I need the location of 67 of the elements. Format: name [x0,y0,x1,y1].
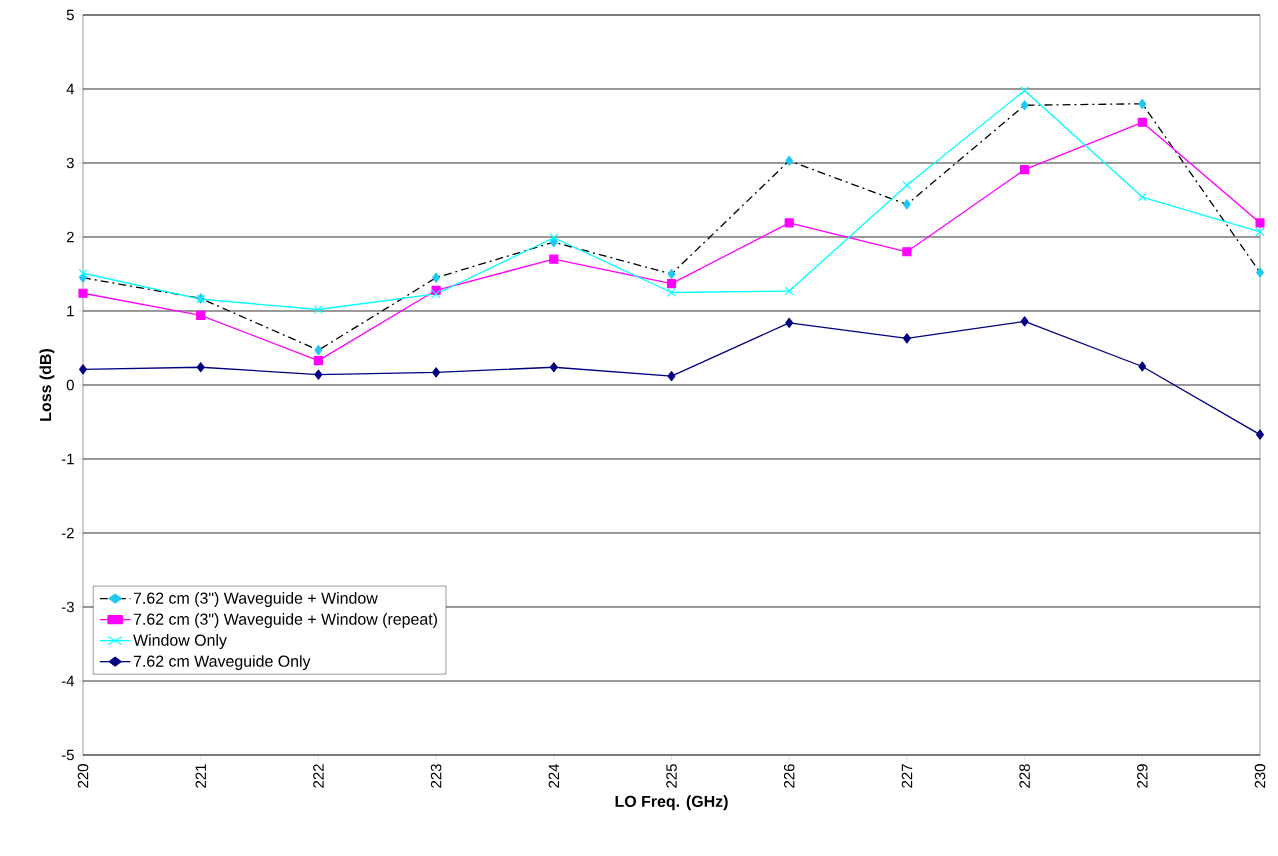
point [78,288,88,298]
point [785,155,794,166]
point [78,268,88,278]
legend-label: 7.62 cm (3") Waveguide + Window [133,592,378,607]
point [431,289,441,299]
point [667,371,676,382]
point [784,218,794,228]
point [1020,316,1029,327]
point [549,362,558,373]
point [196,362,205,373]
y-tick-label: 2 [66,231,74,243]
point [79,364,87,375]
y-tick-label: -1 [61,453,74,465]
x-axis-title: LO Freq. (GHz) [615,795,728,811]
point [1137,117,1147,127]
point [902,199,911,210]
point [313,305,323,314]
point [1138,98,1147,109]
point [1255,227,1265,237]
x-tick-label: 227 [901,764,913,788]
x-tick-label: 222 [313,764,324,788]
point [667,288,676,297]
point [1138,361,1147,372]
point [549,254,559,264]
point [432,272,441,283]
x-tick-label: 220 [77,764,89,788]
y-tick-label: -4 [61,675,75,687]
point [1020,100,1029,111]
point [549,233,559,243]
point [902,247,912,257]
y-tick-label: -5 [61,749,74,761]
y-tick-label: 3 [66,157,74,169]
point [432,367,441,378]
point [784,286,794,296]
point [667,268,676,280]
y-tick-label: 4 [66,83,75,95]
point [785,317,794,328]
y-tick-label: 1 [67,305,74,317]
point [1256,429,1264,440]
x-tick-label: 221 [195,764,206,788]
point [1256,267,1264,278]
legend-label: 7.62 cm (3") Waveguide + Window (repeat) [133,613,437,628]
point [1137,192,1147,202]
y-tick-label: -2 [61,527,74,539]
x-tick-label: 230 [1254,764,1266,788]
x-tick-label: 228 [1019,764,1030,788]
point [314,369,323,380]
point [902,180,912,190]
x-tick-label: 225 [666,764,677,788]
x-tick-label: 223 [430,764,442,788]
x-tick-label: 226 [783,764,795,788]
point [1255,218,1265,228]
point [666,279,677,289]
y-axis-title: Loss (dB) [39,349,55,421]
point [196,310,206,321]
point [1020,85,1030,95]
point [314,345,323,356]
y-tick-label: -3 [61,601,74,613]
legend-label: 7.62 cm Waveguide Only [133,655,311,670]
point [902,333,911,344]
legend-label: Window Only [133,634,227,649]
y-tick-label: 5 [66,9,74,21]
y-tick-label: 0 [66,379,74,391]
point [313,355,323,366]
x-tick-label: 229 [1137,764,1148,788]
x-tick-label: 224 [548,763,560,788]
point [1020,165,1030,175]
